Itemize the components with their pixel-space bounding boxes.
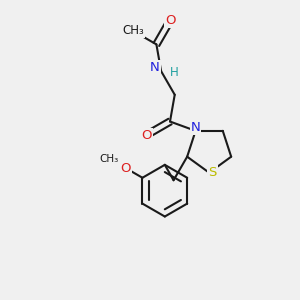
Text: S: S	[208, 166, 217, 179]
Text: N: N	[191, 121, 200, 134]
Text: N: N	[150, 61, 160, 74]
Text: O: O	[141, 129, 152, 142]
Text: H: H	[169, 66, 178, 79]
Text: CH₃: CH₃	[100, 154, 119, 164]
Text: CH₃: CH₃	[122, 24, 144, 37]
Text: O: O	[121, 162, 131, 175]
Text: O: O	[165, 14, 175, 27]
